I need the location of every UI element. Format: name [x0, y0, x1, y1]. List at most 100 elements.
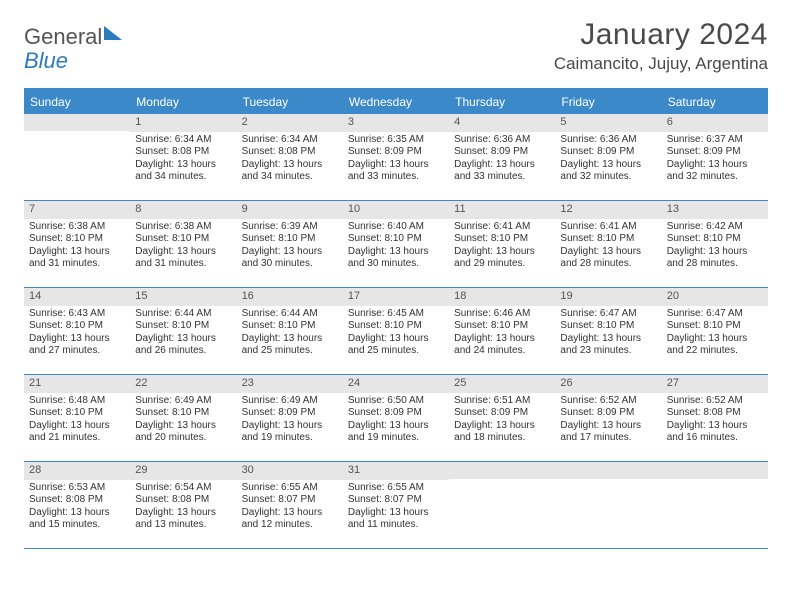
sunset-text: Sunset: 8:10 PM	[348, 233, 444, 246]
d1-text: Daylight: 13 hours	[242, 420, 338, 433]
d2-text: and 23 minutes.	[560, 345, 656, 358]
day-cell: 16Sunrise: 6:44 AMSunset: 8:10 PMDayligh…	[237, 288, 343, 374]
d1-text: Daylight: 13 hours	[135, 333, 231, 346]
d2-text: and 20 minutes.	[135, 432, 231, 445]
day-cell: 5Sunrise: 6:36 AMSunset: 8:09 PMDaylight…	[555, 114, 661, 200]
day-info: Sunrise: 6:49 AMSunset: 8:10 PMDaylight:…	[130, 393, 236, 449]
d1-text: Daylight: 13 hours	[560, 420, 656, 433]
sunrise-text: Sunrise: 6:51 AM	[454, 395, 550, 408]
d1-text: Daylight: 13 hours	[560, 333, 656, 346]
d1-text: Daylight: 13 hours	[135, 507, 231, 520]
sunrise-text: Sunrise: 6:55 AM	[242, 482, 338, 495]
sunset-text: Sunset: 8:08 PM	[135, 494, 231, 507]
day-cell: 7Sunrise: 6:38 AMSunset: 8:10 PMDaylight…	[24, 201, 130, 287]
day-cell: 10Sunrise: 6:40 AMSunset: 8:10 PMDayligh…	[343, 201, 449, 287]
d1-text: Daylight: 13 hours	[135, 159, 231, 172]
day-number: 24	[343, 375, 449, 393]
sunrise-text: Sunrise: 6:49 AM	[135, 395, 231, 408]
sunrise-text: Sunrise: 6:34 AM	[135, 134, 231, 147]
day-info: Sunrise: 6:36 AMSunset: 8:09 PMDaylight:…	[555, 132, 661, 188]
sunrise-text: Sunrise: 6:49 AM	[242, 395, 338, 408]
sunset-text: Sunset: 8:09 PM	[242, 407, 338, 420]
day-cell: 13Sunrise: 6:42 AMSunset: 8:10 PMDayligh…	[662, 201, 768, 287]
header: General January 2024 Caimancito, Jujuy, …	[24, 18, 768, 74]
d2-text: and 25 minutes.	[348, 345, 444, 358]
day-cell: 24Sunrise: 6:50 AMSunset: 8:09 PMDayligh…	[343, 375, 449, 461]
d1-text: Daylight: 13 hours	[667, 333, 763, 346]
sunset-text: Sunset: 8:08 PM	[242, 146, 338, 159]
d1-text: Daylight: 13 hours	[348, 246, 444, 259]
day-cell	[555, 462, 661, 548]
day-cell: 20Sunrise: 6:47 AMSunset: 8:10 PMDayligh…	[662, 288, 768, 374]
day-cell: 2Sunrise: 6:34 AMSunset: 8:08 PMDaylight…	[237, 114, 343, 200]
calendar: Sunday Monday Tuesday Wednesday Thursday…	[24, 88, 768, 549]
day-number: 11	[449, 201, 555, 219]
day-info: Sunrise: 6:51 AMSunset: 8:09 PMDaylight:…	[449, 393, 555, 449]
day-number: 15	[130, 288, 236, 306]
day-number: 9	[237, 201, 343, 219]
day-cell: 17Sunrise: 6:45 AMSunset: 8:10 PMDayligh…	[343, 288, 449, 374]
sunset-text: Sunset: 8:10 PM	[29, 233, 125, 246]
sunset-text: Sunset: 8:10 PM	[667, 320, 763, 333]
day-header-thu: Thursday	[449, 91, 555, 114]
sunset-text: Sunset: 8:09 PM	[454, 146, 550, 159]
day-number: 20	[662, 288, 768, 306]
sunrise-text: Sunrise: 6:34 AM	[242, 134, 338, 147]
sunrise-text: Sunrise: 6:38 AM	[135, 221, 231, 234]
day-info: Sunrise: 6:48 AMSunset: 8:10 PMDaylight:…	[24, 393, 130, 449]
d2-text: and 26 minutes.	[135, 345, 231, 358]
d1-text: Daylight: 13 hours	[242, 246, 338, 259]
sunset-text: Sunset: 8:09 PM	[560, 407, 656, 420]
sunrise-text: Sunrise: 6:44 AM	[135, 308, 231, 321]
d1-text: Daylight: 13 hours	[242, 333, 338, 346]
sunrise-text: Sunrise: 6:53 AM	[29, 482, 125, 495]
d1-text: Daylight: 13 hours	[348, 333, 444, 346]
d2-text: and 17 minutes.	[560, 432, 656, 445]
d2-text: and 28 minutes.	[667, 258, 763, 271]
day-number: 14	[24, 288, 130, 306]
sunset-text: Sunset: 8:10 PM	[454, 233, 550, 246]
d1-text: Daylight: 13 hours	[348, 159, 444, 172]
d1-text: Daylight: 13 hours	[242, 507, 338, 520]
sunset-text: Sunset: 8:10 PM	[29, 320, 125, 333]
day-number: 4	[449, 114, 555, 132]
day-header-row: Sunday Monday Tuesday Wednesday Thursday…	[24, 91, 768, 114]
d2-text: and 34 minutes.	[242, 171, 338, 184]
day-info: Sunrise: 6:54 AMSunset: 8:08 PMDaylight:…	[130, 480, 236, 536]
day-number: 22	[130, 375, 236, 393]
sunset-text: Sunset: 8:10 PM	[667, 233, 763, 246]
day-info: Sunrise: 6:52 AMSunset: 8:08 PMDaylight:…	[662, 393, 768, 449]
day-cell: 11Sunrise: 6:41 AMSunset: 8:10 PMDayligh…	[449, 201, 555, 287]
day-header-wed: Wednesday	[343, 91, 449, 114]
sunset-text: Sunset: 8:09 PM	[667, 146, 763, 159]
day-header-sun: Sunday	[24, 91, 130, 114]
day-cell: 27Sunrise: 6:52 AMSunset: 8:08 PMDayligh…	[662, 375, 768, 461]
d1-text: Daylight: 13 hours	[560, 246, 656, 259]
day-cell: 12Sunrise: 6:41 AMSunset: 8:10 PMDayligh…	[555, 201, 661, 287]
sunset-text: Sunset: 8:10 PM	[135, 233, 231, 246]
sunrise-text: Sunrise: 6:37 AM	[667, 134, 763, 147]
day-number: 28	[24, 462, 130, 480]
day-cell: 15Sunrise: 6:44 AMSunset: 8:10 PMDayligh…	[130, 288, 236, 374]
day-number: 21	[24, 375, 130, 393]
day-cell: 26Sunrise: 6:52 AMSunset: 8:09 PMDayligh…	[555, 375, 661, 461]
d1-text: Daylight: 13 hours	[454, 246, 550, 259]
day-number: 25	[449, 375, 555, 393]
d1-text: Daylight: 13 hours	[135, 420, 231, 433]
day-cell: 30Sunrise: 6:55 AMSunset: 8:07 PMDayligh…	[237, 462, 343, 548]
sunset-text: Sunset: 8:07 PM	[242, 494, 338, 507]
d2-text: and 27 minutes.	[29, 345, 125, 358]
day-number: 31	[343, 462, 449, 480]
logo: General	[24, 18, 123, 50]
sunset-text: Sunset: 8:10 PM	[242, 320, 338, 333]
d1-text: Daylight: 13 hours	[29, 246, 125, 259]
day-cell	[449, 462, 555, 548]
day-info: Sunrise: 6:38 AMSunset: 8:10 PMDaylight:…	[24, 219, 130, 275]
d2-text: and 32 minutes.	[667, 171, 763, 184]
sunset-text: Sunset: 8:08 PM	[135, 146, 231, 159]
day-number: 27	[662, 375, 768, 393]
sunset-text: Sunset: 8:10 PM	[560, 320, 656, 333]
sunset-text: Sunset: 8:09 PM	[560, 146, 656, 159]
day-info: Sunrise: 6:39 AMSunset: 8:10 PMDaylight:…	[237, 219, 343, 275]
day-info: Sunrise: 6:47 AMSunset: 8:10 PMDaylight:…	[662, 306, 768, 362]
